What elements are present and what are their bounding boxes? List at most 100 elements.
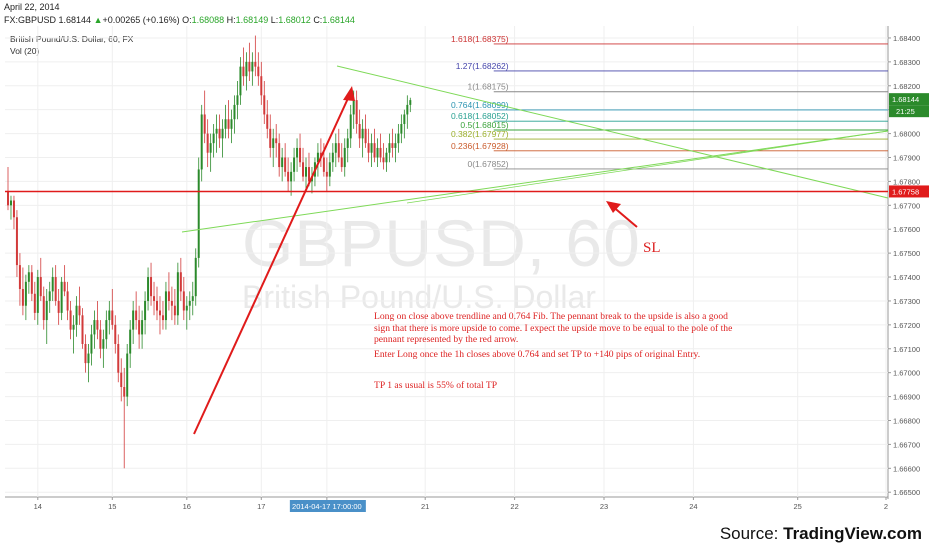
x-tick-label: 2014-04-17 17:00:00 <box>292 502 362 511</box>
candle-body <box>230 119 233 129</box>
candle-body <box>343 147 346 168</box>
candle-body <box>299 147 302 163</box>
y-tick-label: 1.67500 <box>893 249 920 258</box>
candle-body <box>227 119 230 129</box>
x-tick-label: 2 <box>884 502 888 511</box>
y-tick-label: 1.67100 <box>893 345 920 354</box>
candle-body <box>269 128 272 148</box>
change-up-icon: ▲ <box>93 15 103 25</box>
candle-body <box>206 133 209 153</box>
candle-body <box>370 143 373 153</box>
candle-body <box>99 329 102 349</box>
candle-body <box>242 66 245 77</box>
candle-body <box>302 162 305 177</box>
candle-body <box>84 343 87 364</box>
candle-body <box>164 291 167 321</box>
candle-body <box>203 114 206 134</box>
candle-body <box>132 310 135 330</box>
y-tick-label: 1.66700 <box>893 440 920 449</box>
candle-body <box>382 157 385 163</box>
candle-body <box>316 152 319 163</box>
fib-label: 0.236(1.67928) <box>451 141 509 151</box>
candle-body <box>111 310 114 325</box>
fib-label: 0.382(1.67977) <box>451 129 509 139</box>
candle-body <box>141 320 144 335</box>
candles <box>7 35 412 469</box>
pole-arrow-line <box>193 93 351 435</box>
candle-body <box>272 138 275 148</box>
candle-body <box>361 128 364 139</box>
candle-body <box>63 281 66 292</box>
candle-body <box>209 143 212 153</box>
open-label: O: <box>182 15 192 25</box>
candle-body <box>355 100 358 125</box>
candle-body <box>328 162 331 177</box>
last-price: 1.68144 <box>58 15 92 25</box>
source-prefix: Source: <box>719 524 784 543</box>
candle-body <box>176 272 179 316</box>
candle-body <box>239 66 242 96</box>
close-label: C: <box>313 15 323 25</box>
volume-legend: Vol (20) <box>10 46 40 56</box>
candle-body <box>161 315 164 321</box>
candle-body <box>364 128 367 144</box>
candle-body <box>39 277 42 297</box>
candle-body <box>325 171 328 177</box>
high-value: 1.68149 <box>235 15 269 25</box>
candle-body <box>51 277 54 292</box>
x-tick-label: 21 <box>421 502 429 511</box>
candle-body <box>221 128 224 139</box>
price-change: +0.00265 (+0.16%) <box>102 15 180 25</box>
candle-body <box>9 200 12 206</box>
candle-body <box>346 138 349 148</box>
candle-body <box>212 133 215 144</box>
candle-body <box>179 272 182 292</box>
candle-body <box>150 277 153 297</box>
candle-body <box>293 157 296 172</box>
close-value: 1.68144 <box>322 15 355 25</box>
y-tick-label: 1.66900 <box>893 393 920 402</box>
candle-body <box>36 277 39 313</box>
crosshair-time-box <box>289 500 366 512</box>
sl-arrow-head <box>606 201 621 213</box>
candle-body <box>215 128 218 134</box>
candle-body <box>397 133 400 144</box>
candle-body <box>197 169 200 258</box>
candle-body <box>135 310 138 321</box>
candle-body <box>409 100 412 105</box>
candle-body <box>66 291 69 311</box>
candle-body <box>340 157 343 168</box>
candle-body <box>96 320 99 330</box>
x-axis-labels: 14 15 16 17 2014-04-17 17:00:00 21 22 23 24 25 2 <box>34 500 888 512</box>
source-credit: Source: TradingView.com <box>720 524 922 544</box>
y-tick-label: 1.66800 <box>893 416 920 425</box>
candle-body <box>358 124 361 139</box>
candle-body <box>290 171 293 182</box>
candle-body <box>185 305 188 311</box>
x-tick-label: 24 <box>689 502 697 511</box>
fib-label: 1.27(1.68262) <box>456 61 509 71</box>
candle-body <box>75 305 78 325</box>
candle-body <box>254 61 257 67</box>
y-tick-label: 1.67600 <box>893 225 920 234</box>
last-price-box <box>889 93 929 106</box>
y-tick-label: 1.67700 <box>893 201 920 210</box>
candle-body <box>385 152 388 163</box>
candle-body <box>33 293 36 313</box>
y-tick-label: 1.66500 <box>893 488 920 497</box>
support-price-box <box>889 185 929 198</box>
candle-body <box>296 147 299 158</box>
x-tick-label: 16 <box>183 502 191 511</box>
candle-body <box>48 291 51 301</box>
candle-body <box>236 95 239 105</box>
fib-label: 0.764(1.68099) <box>451 100 509 110</box>
candle-body <box>248 61 251 72</box>
candle-body <box>156 300 158 311</box>
x-tick-label: 14 <box>34 502 42 511</box>
candle-body <box>191 296 194 301</box>
x-tick-label: 15 <box>108 502 116 511</box>
candle-body <box>337 143 340 158</box>
candle-body <box>218 128 221 139</box>
candle-body <box>224 119 227 129</box>
